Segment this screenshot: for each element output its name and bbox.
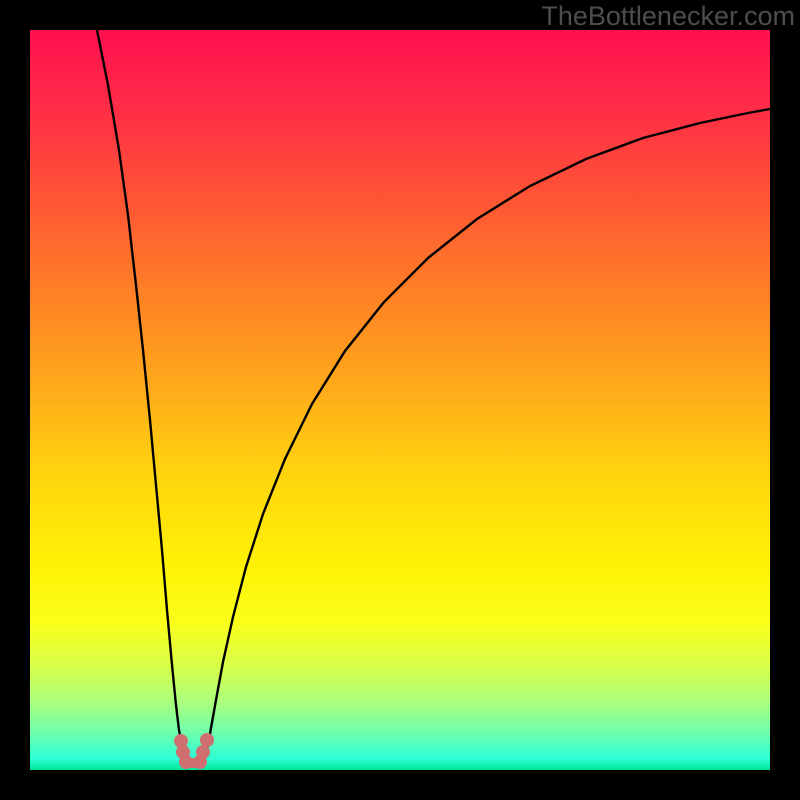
chart-frame [0,0,800,800]
watermark-text: TheBottlenecker.com [541,1,795,32]
gradient-background [30,30,770,770]
chart-stage: TheBottlenecker.com [0,0,800,800]
